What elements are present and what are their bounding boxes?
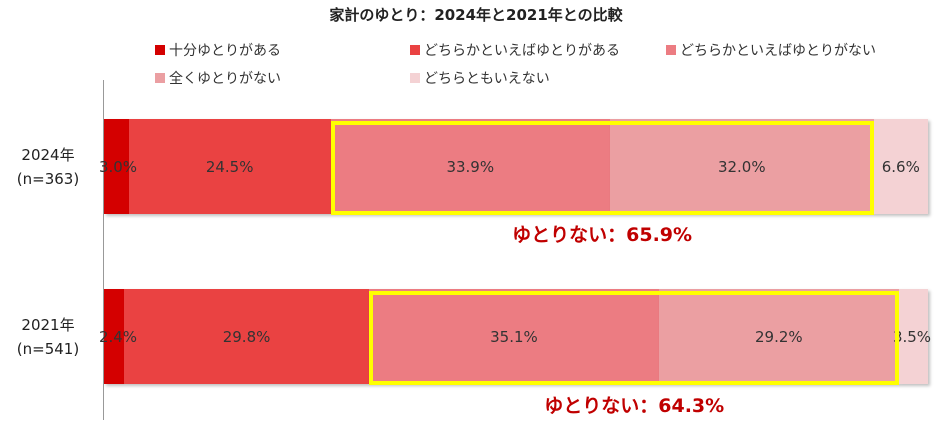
bar-segment bbox=[899, 289, 928, 384]
data-label: 3.5% bbox=[892, 327, 932, 346]
y-axis-line bbox=[103, 80, 104, 420]
legend-swatch bbox=[666, 45, 676, 55]
bar-segment bbox=[609, 119, 874, 214]
highlight-box bbox=[369, 291, 900, 385]
legend-item: どちらともいえない bbox=[410, 68, 550, 88]
bar-segment bbox=[330, 119, 610, 214]
legend-item: 全くゆとりがない bbox=[155, 68, 281, 88]
legend-label: 十分ゆとりがある bbox=[169, 43, 281, 59]
data-label: 33.9% bbox=[446, 157, 495, 176]
data-label: 29.8% bbox=[222, 327, 271, 346]
bar-segment bbox=[128, 119, 331, 214]
data-label: 2.4% bbox=[98, 327, 138, 346]
annotation: ゆとりない：64.3% bbox=[544, 395, 725, 417]
bar-segment bbox=[104, 119, 129, 214]
legend-item: どちらかといえばゆとりがない bbox=[666, 40, 876, 60]
legend-swatch bbox=[155, 73, 165, 83]
legend-swatch bbox=[410, 73, 420, 83]
data-label: 35.1% bbox=[490, 327, 538, 346]
category-label: 2021年 (n=541) bbox=[16, 315, 80, 358]
legend-item: どちらかといえばゆとりがある bbox=[410, 40, 620, 60]
legend-label: どちらかといえばゆとりがある bbox=[424, 43, 620, 59]
bar-segment bbox=[369, 289, 659, 384]
bar-segment bbox=[123, 289, 370, 384]
data-label: 6.6% bbox=[881, 157, 920, 176]
data-label: 24.5% bbox=[205, 157, 254, 176]
legend-swatch bbox=[155, 45, 165, 55]
data-label: 29.2% bbox=[755, 327, 803, 346]
data-label: 3.0% bbox=[98, 157, 138, 176]
legend-swatch bbox=[410, 45, 420, 55]
data-label: 32.0% bbox=[717, 157, 766, 176]
bar-segment bbox=[104, 289, 124, 384]
chart-title: 家計のゆとり：2024年と2021年との比較 bbox=[329, 6, 623, 24]
legend-label: 全くゆとりがない bbox=[169, 71, 281, 87]
category-label: 2024年 (n=363) bbox=[16, 145, 80, 188]
legend-label: どちらともいえない bbox=[424, 71, 550, 87]
annotation: ゆとりない：65.9% bbox=[512, 224, 693, 246]
legend-label: どちらかといえばゆとりがない bbox=[680, 43, 876, 59]
bar-segment bbox=[873, 119, 928, 214]
bar-segment bbox=[658, 289, 900, 384]
legend-item: 十分ゆとりがある bbox=[155, 40, 281, 60]
highlight-box bbox=[330, 121, 874, 215]
